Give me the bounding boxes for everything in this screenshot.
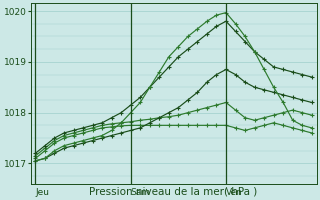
Text: Jeu: Jeu [36, 188, 49, 197]
Text: Sam: Sam [131, 188, 151, 197]
Text: Ven: Ven [226, 188, 243, 197]
X-axis label: Pression niveau de la mer( hPa ): Pression niveau de la mer( hPa ) [90, 187, 258, 197]
